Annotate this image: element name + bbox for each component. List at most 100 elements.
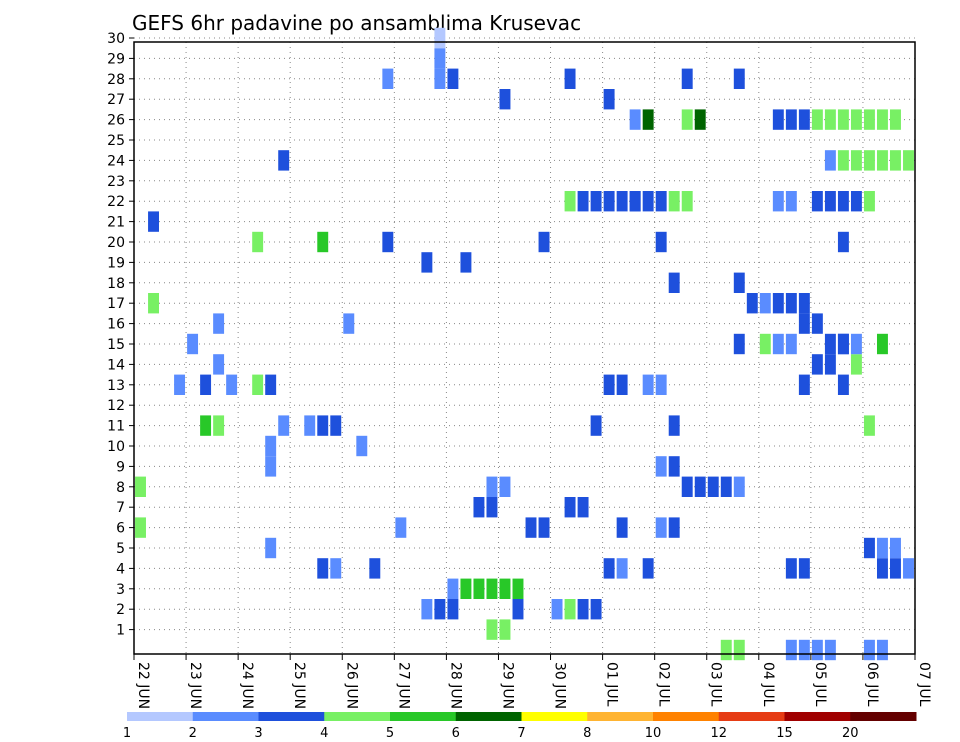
heatmap-cell: [785, 293, 797, 314]
heatmap-cell: [525, 517, 537, 538]
colorbar-swatch: [718, 712, 785, 721]
heatmap-cell: [265, 374, 277, 395]
heatmap-cell: [863, 639, 875, 661]
heatmap-cell: [590, 599, 602, 620]
heatmap-cell: [694, 109, 706, 130]
heatmap-cell: [421, 599, 433, 620]
heatmap-cell: [642, 558, 654, 579]
y-tick-label: 20: [107, 235, 125, 251]
heatmap-cell: [590, 415, 602, 436]
heatmap-cell: [616, 558, 628, 579]
x-tick-label: 25 JUN: [291, 662, 307, 709]
y-tick-label: 12: [107, 398, 125, 414]
heatmap-cell: [382, 68, 394, 89]
colorbar-label: 2: [189, 726, 197, 741]
y-tick-label: 3: [116, 582, 125, 598]
heatmap-cell: [863, 537, 875, 559]
heatmap-cell: [655, 517, 667, 538]
heatmap-cell: [837, 333, 849, 355]
heatmap-cell: [551, 599, 563, 620]
x-tick-label: 22 JUN: [135, 662, 151, 709]
colorbar-label: 5: [386, 726, 394, 741]
y-tick-label: 14: [107, 357, 125, 373]
heatmap-cell: [733, 333, 745, 355]
heatmap-cell: [668, 456, 680, 477]
heatmap-cell: [876, 639, 888, 661]
heatmap-cell: [850, 150, 862, 171]
heatmap-cell: [629, 109, 641, 130]
heatmap-cell: [772, 191, 784, 212]
heatmap-cell: [798, 313, 810, 334]
heatmap-cell: [135, 517, 146, 538]
heatmap-cell: [681, 191, 693, 212]
x-tick-label: 01 JUL: [604, 662, 620, 707]
heatmap-cell: [200, 374, 212, 395]
heatmap-cell: [707, 476, 719, 497]
heatmap-cell: [890, 150, 901, 171]
heatmap-cell: [890, 558, 901, 579]
heatmap-cell: [200, 415, 212, 436]
x-tick-label: 04 JUL: [760, 662, 776, 707]
heatmap-cell: [863, 109, 875, 130]
colorbar-label: 4: [320, 726, 328, 741]
y-tick-label: 1: [116, 623, 125, 639]
heatmap-cell: [785, 191, 797, 212]
heatmap-cell: [447, 578, 459, 599]
y-tick-label: 21: [107, 215, 125, 231]
y-tick-label: 16: [107, 317, 125, 333]
heatmap-cell: [486, 476, 498, 497]
heatmap-cell: [356, 435, 368, 457]
heatmap-cell: [655, 231, 667, 253]
heatmap-cell: [876, 109, 888, 130]
colorbar-label: 10: [645, 726, 662, 741]
heatmap-cell: [603, 191, 615, 212]
colorbar-swatch: [784, 712, 851, 721]
heatmap-cell: [798, 639, 810, 661]
x-tick-label: 03 JUL: [708, 662, 724, 707]
heatmap-cell: [577, 599, 589, 620]
heatmap-cell: [733, 476, 745, 497]
plot-frame: [133, 41, 916, 655]
heatmap-cell: [603, 89, 615, 110]
heatmap-cell: [798, 109, 810, 130]
heatmap-cell: [265, 435, 277, 457]
heatmap-cell: [252, 231, 264, 253]
heatmap-cell: [148, 211, 159, 232]
x-tick-label: 24 JUN: [239, 662, 255, 709]
heatmap-cell: [681, 68, 693, 89]
colorbar-swatch: [127, 712, 194, 721]
y-tick-label: 23: [107, 174, 125, 190]
heatmap-cell: [213, 313, 225, 334]
heatmap-cell: [174, 374, 186, 395]
heatmap-cell: [837, 191, 849, 212]
heatmap-cell: [903, 558, 914, 579]
heatmap-cell: [642, 374, 654, 395]
heatmap-cell: [486, 497, 498, 518]
heatmap-cell: [733, 272, 745, 293]
heatmap-cell: [616, 374, 628, 395]
heatmap-cell: [785, 558, 797, 579]
heatmap-cell: [629, 191, 641, 212]
y-tick-label: 9: [116, 459, 125, 475]
heatmap-cell: [317, 231, 329, 253]
heatmap-cells: [135, 27, 914, 661]
heatmap-cell: [603, 374, 615, 395]
y-tick-label: 4: [116, 561, 125, 577]
heatmap-cell: [473, 497, 485, 518]
heatmap-cell: [850, 333, 862, 355]
heatmap-cell: [668, 191, 680, 212]
y-tick-label: 25: [107, 133, 125, 149]
heatmap-cell: [655, 456, 667, 477]
heatmap-cell: [135, 476, 146, 497]
heatmap-cell: [473, 578, 485, 599]
heatmap-cell: [746, 293, 758, 314]
heatmap-cell: [798, 374, 810, 395]
colorbar-swatch: [258, 712, 325, 721]
y-tick-label: 19: [107, 255, 125, 271]
heatmap-cell: [564, 599, 576, 620]
heatmap-cell: [876, 333, 888, 355]
heatmap-cell: [759, 333, 771, 355]
heatmap-cell: [785, 639, 797, 661]
heatmap-cell: [890, 537, 901, 559]
heatmap-cell: [668, 415, 680, 436]
